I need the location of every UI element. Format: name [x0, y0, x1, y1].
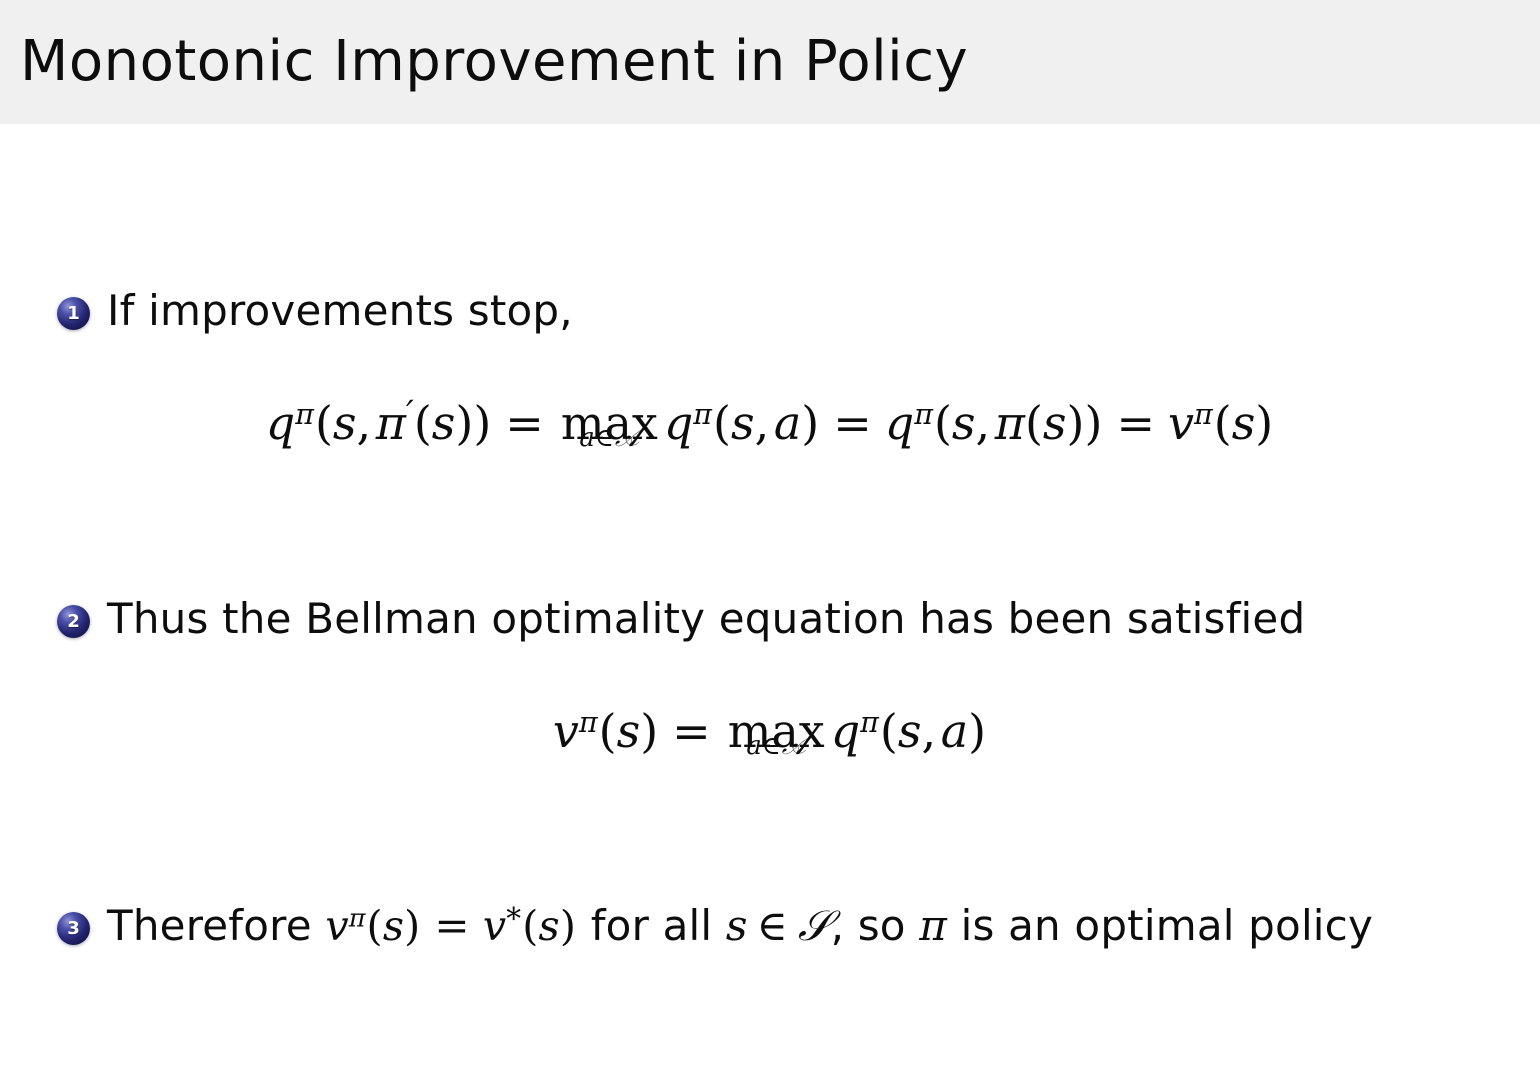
- item3-state-set: 𝒮: [797, 901, 831, 950]
- eq1-rhs-fn: v: [1167, 395, 1194, 450]
- display-equation-2: vπ(s) = max a∈𝒜 qπ(s, a): [0, 703, 1540, 759]
- eq1-third-sup: π: [914, 397, 933, 431]
- bullet-row-2: 2 Thus the Bellman optimality equation h…: [0, 592, 1540, 646]
- eq2-rhs-fn: q: [830, 703, 861, 758]
- item3-equals: =: [434, 901, 470, 950]
- item3-lead: Therefore: [107, 901, 326, 950]
- list-item: 2 Thus the Bellman optimality equation h…: [0, 592, 1540, 759]
- display-equation-1: qπ(s, π′(s)) = max a∈𝒜 qπ(s, a) = qπ(s, π(s)) =…: [0, 393, 1540, 451]
- eq2-lhs-sup: π: [578, 705, 598, 739]
- eq2-rhs-args: (s, a): [879, 703, 987, 758]
- list-item: 1 If improvements stop, qπ(s, π′(s)) = max…: [0, 284, 1540, 451]
- eq2-max-label: max: [727, 703, 825, 758]
- item3-vstar-sup: *: [506, 900, 522, 936]
- eq2-rhs-sup: π: [860, 705, 879, 739]
- item3-v-pi: vπ(s): [325, 902, 421, 950]
- bullet-marker-1: 1: [57, 297, 90, 330]
- eq1-equals-1: =: [505, 395, 544, 450]
- list-item: 3 Therefore vπ(s) = v*(s) for all s ∈ 𝒮, so …: [0, 899, 1540, 953]
- eq1-rhs-args: (s): [1213, 395, 1274, 450]
- list-item-text-2: Thus the Bellman optimality equation has…: [107, 594, 1306, 643]
- eq1-equals-2: =: [833, 395, 872, 450]
- item3-pi-symbol: π: [919, 901, 948, 950]
- bullet-row-3: 3 Therefore vπ(s) = v*(s) for all s ∈ 𝒮, so …: [0, 899, 1540, 953]
- eq2-lhs-fn: v: [552, 703, 579, 758]
- item3-in-symbol: ∈: [756, 901, 788, 950]
- slide-header: Monotonic Improvement in Policy: [0, 0, 1540, 124]
- item3-tail: is an optimal policy: [947, 901, 1374, 950]
- item3-v-sup: π: [348, 903, 366, 934]
- eq2-max-operator: max a∈𝒜: [727, 703, 825, 759]
- eq1-third-args: (s, π(s)): [933, 395, 1103, 450]
- eq1-equals-3: =: [1116, 395, 1155, 450]
- eq1-mid-fn: q: [663, 395, 694, 450]
- eq1-lhs-args: (s, π′(s)): [314, 393, 492, 450]
- slide-content: 1 If improvements stop, qπ(s, π′(s)) = max…: [0, 124, 1540, 1080]
- eq1-max-operator: max a∈𝒜: [560, 395, 658, 451]
- bullet-row-1: 1 If improvements stop,: [0, 284, 1540, 338]
- eq1-mid-args: (s, a): [713, 395, 820, 450]
- eq1-max-limit: a∈𝒜: [579, 422, 640, 453]
- eq1-rhs-sup: π: [1193, 397, 1213, 431]
- list-item-text-1: If improvements stop,: [107, 286, 573, 335]
- eq2-lhs-args: (s): [598, 703, 659, 758]
- eq2-equals: =: [672, 703, 711, 758]
- list-item-text-3: Therefore vπ(s) = v*(s) for all s ∈ 𝒮, so π …: [107, 899, 1373, 953]
- item3-v-star: v*(s): [482, 900, 577, 950]
- bullet-marker-2: 2: [57, 605, 90, 638]
- item3-comma-so: , so: [830, 901, 920, 950]
- eq1-mid-sup: π: [693, 397, 713, 431]
- eq1-max-label: max: [560, 395, 658, 450]
- bullet-marker-3: 3: [57, 912, 90, 945]
- eq1-lhs-fn: q: [265, 395, 296, 450]
- eq2-max-limit: a∈𝒜: [746, 731, 807, 762]
- eq1-lhs-sup: π: [295, 397, 314, 431]
- item3-state-var: s: [725, 901, 748, 950]
- item3-v-fn: v: [325, 902, 349, 950]
- item3-vstar-fn: v: [482, 902, 507, 950]
- item3-mid: for all: [577, 901, 726, 950]
- eq1-third-fn: q: [884, 395, 915, 450]
- page-title: Monotonic Improvement in Policy: [20, 29, 969, 94]
